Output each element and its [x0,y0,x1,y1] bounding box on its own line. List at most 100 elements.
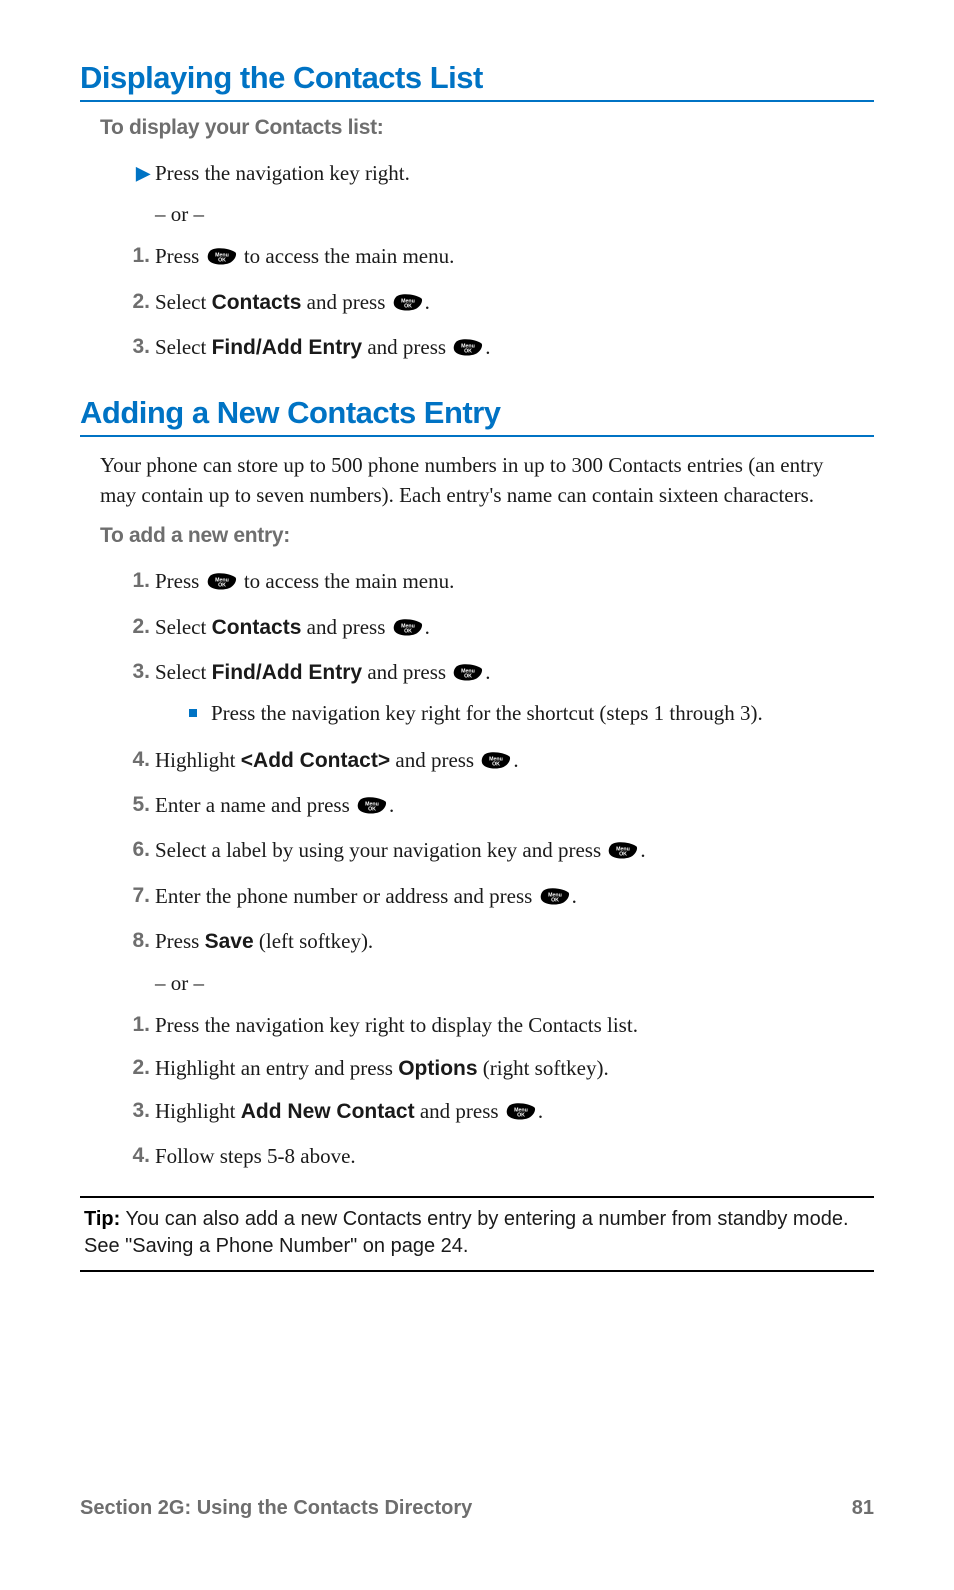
step-text: Select a label by using your navigation … [155,838,606,862]
step-item: 3. Highlight Add New Contact and press . [100,1090,874,1135]
step-number: 8. [120,927,150,955]
bold-term: <Add Contact> [241,749,390,772]
menu-ok-key-icon [506,1100,536,1128]
step-text: Press [155,244,205,268]
step-text: . [485,335,490,359]
step-number: 1. [120,242,150,270]
step-number: 7. [120,882,150,910]
step-number: 3. [120,658,150,686]
triangle-bullet-icon: ▶ [120,161,150,185]
step-text: to access the main menu. [239,569,455,593]
step-text: (left softkey). [254,929,374,953]
subhead-display-list: To display your Contacts list: [100,116,874,140]
menu-ok-key-icon [540,885,570,913]
menu-ok-key-icon [608,839,638,867]
step-text: Highlight [155,748,241,772]
step-text: Press [155,569,205,593]
bold-term: Find/Add Entry [212,336,363,359]
step-number: 5. [120,791,150,819]
step-item: 8. Press Save (left softkey). [100,920,874,963]
step-item: 4. Follow steps 5-8 above. [100,1135,874,1177]
step-item: 3. Select Find/Add Entry and press . [100,326,874,371]
step-text: Select [155,335,212,359]
bold-term: Options [398,1057,477,1080]
step-number: 4. [120,746,150,774]
step-text: and press [415,1099,504,1123]
step-item: 3. Select Find/Add Entry and press . Pre… [100,651,874,739]
heading-adding-entry: Adding a New Contacts Entry [80,395,874,437]
step-text: . [513,748,518,772]
menu-ok-key-icon [453,661,483,689]
step-text: . [425,615,430,639]
or-divider: – or – [155,202,874,227]
step-text: . [485,660,490,684]
bullet-step: ▶ Press the navigation key right. [100,152,874,194]
step-text: . [425,290,430,314]
bold-term: Add New Contact [241,1100,415,1123]
page-number: 81 [852,1497,874,1520]
step-text: Follow steps 5-8 above. [155,1144,356,1168]
step-item: 2. Select Contacts and press . [100,281,874,326]
step-item: 2. Select Contacts and press . [100,606,874,651]
step-text: Press the navigation key right. [155,161,410,185]
menu-ok-key-icon [393,616,423,644]
bold-term: Contacts [212,291,302,314]
step-text: . [572,884,577,908]
step-number: 3. [120,333,150,361]
tip-box: Tip: You can also add a new Contacts ent… [80,1196,874,1272]
intro-paragraph: Your phone can store up to 500 phone num… [100,451,854,510]
step-text: and press [362,660,451,684]
step-item: 1. Press the navigation key right to dis… [100,1004,874,1046]
step-item: 4. Highlight <Add Contact> and press . [100,739,874,784]
step-text: Press [155,929,205,953]
step-text: and press [301,615,390,639]
step-number: 2. [120,613,150,641]
menu-ok-key-icon [207,245,237,273]
step-item: 1. Press to access the main menu. [100,235,874,280]
step-item: 1. Press to access the main menu. [100,560,874,605]
step-text: (right softkey). [478,1056,609,1080]
step-item: 2. Highlight an entry and press Options … [100,1047,874,1090]
step-number: 1. [120,567,150,595]
menu-ok-key-icon [453,336,483,364]
manual-page: Displaying the Contacts List To display … [0,0,954,1590]
step-item: 6. Select a label by using your navigati… [100,829,874,874]
or-divider: – or – [155,971,874,996]
step-text: . [389,793,394,817]
step-text: . [640,838,645,862]
step-text: and press [362,335,451,359]
step-number: 6. [120,836,150,864]
step-text: . [538,1099,543,1123]
step-text: Select [155,615,212,639]
tip-label: Tip: [84,1208,120,1230]
step-text: and press [390,748,479,772]
step-number: 2. [120,1054,150,1082]
step-text: Highlight [155,1099,241,1123]
bold-term: Find/Add Entry [212,661,363,684]
bold-term: Save [205,930,254,953]
step-text: Select [155,290,212,314]
step-text: Highlight an entry and press [155,1056,398,1080]
step-text: Select [155,660,212,684]
footer-section-label: Section 2G: Using the Contacts Directory [80,1497,472,1520]
menu-ok-key-icon [393,291,423,319]
step-item: 7. Enter the phone number or address and… [100,875,874,920]
tip-text: You can also add a new Contacts entry by… [84,1208,849,1257]
page-footer: Section 2G: Using the Contacts Directory… [80,1497,874,1520]
menu-ok-key-icon [357,794,387,822]
sub-bullet-item: Press the navigation key right for the s… [185,699,874,727]
step-number: 2. [120,288,150,316]
step-text: Enter the phone number or address and pr… [155,884,538,908]
step-number: 1. [120,1011,150,1039]
step-text: and press [301,290,390,314]
subhead-add-entry: To add a new entry: [100,524,874,548]
heading-displaying-contacts: Displaying the Contacts List [80,60,874,102]
menu-ok-key-icon [481,749,511,777]
step-text: Enter a name and press [155,793,355,817]
step-item: 5. Enter a name and press . [100,784,874,829]
step-text: Press the navigation key right to displa… [155,1013,638,1037]
step-text: to access the main menu. [239,244,455,268]
step-number: 3. [120,1097,150,1125]
step-number: 4. [120,1142,150,1170]
menu-ok-key-icon [207,570,237,598]
